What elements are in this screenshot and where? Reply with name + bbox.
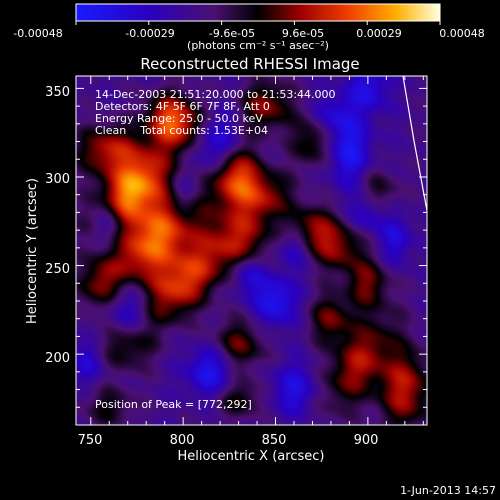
x-tick-label-750: 750 — [78, 433, 103, 448]
colorbar-tick-label-0: -0.00048 — [13, 27, 62, 40]
solar-limb-line — [402, 75, 428, 211]
colorbar-gradient — [76, 4, 440, 21]
x-tick-label-800: 800 — [170, 433, 195, 448]
chart-title: Reconstructed RHESSI Image — [140, 55, 359, 73]
annotation-clean-counts: Clean Total counts: 1.53E+04 — [95, 124, 268, 137]
x-tick-label-900: 900 — [354, 433, 379, 448]
colorbar-tick-label-3: 9.6e-05 — [282, 27, 324, 40]
colorbar-tick-label-4: 0.00029 — [356, 27, 402, 40]
colorbar-tick-label-1: -0.00029 — [125, 27, 174, 40]
y-tick-label-250: 250 — [45, 262, 70, 277]
colorbar-tick-label-2: -9.6e-05 — [209, 27, 255, 40]
x-axis-label: Heliocentric X (arcsec) — [178, 449, 325, 464]
heatmap-image — [76, 76, 427, 425]
footer-date: 1-Jun-2013 14:57 — [400, 484, 496, 497]
colorbar-tick-label-5: 0.00048 — [439, 27, 485, 40]
colorbar-units-label: (photons cm⁻² s⁻¹ asec⁻²) — [187, 39, 329, 52]
x-tick-label-850: 850 — [262, 433, 287, 448]
annotation-energy-range: Energy Range: 25.0 - 50.0 keV — [95, 112, 263, 125]
annotation-time-range: 14-Dec-2003 21:51:20.000 to 21:53:44.000 — [95, 88, 336, 101]
annotation-peak-position: Position of Peak = [772,292] — [95, 398, 252, 411]
colorbar-frame — [75, 3, 441, 22]
plot-frame — [75, 75, 428, 426]
y-tick-label-200: 200 — [45, 351, 70, 366]
annotation-detectors: Detectors: 4F 5F 6F 7F 8F, Att 0 — [95, 100, 270, 113]
colorbar: -0.00048 -0.00029 -9.6e-05 9.6e-05 0.000… — [13, 3, 485, 52]
y-tick-label-300: 300 — [45, 172, 70, 187]
axis-ticks — [76, 76, 427, 426]
y-tick-label-350: 350 — [45, 85, 70, 100]
y-axis-label: Heliocentric Y (arcsec) — [25, 178, 40, 324]
